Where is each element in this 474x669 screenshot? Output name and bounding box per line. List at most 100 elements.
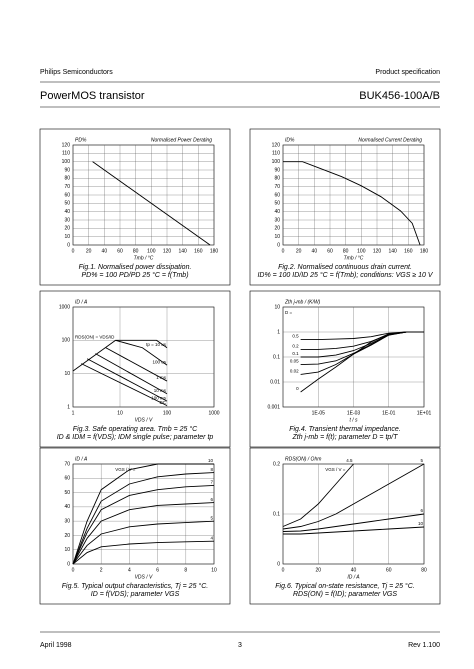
annotation: VGS / V = <box>325 467 346 472</box>
x-tick-label: 180 <box>210 248 219 254</box>
caption: ID% = 100 ID/ID 25 °C = f(Tmb); conditio… <box>257 271 433 279</box>
y-tick-label: 40 <box>64 209 70 215</box>
y-axis-label: RDS(ON) / Ohm <box>285 456 321 462</box>
series-label: 0.02 <box>290 369 299 374</box>
y-tick-label: 0.1 <box>273 354 280 360</box>
part-number: BUK456-100A/B <box>359 90 440 102</box>
y-tick-label: 0 <box>277 242 280 248</box>
series-line <box>115 339 168 349</box>
series-label: tp = 10 us <box>146 342 167 347</box>
x-tick-label: 1E-05 <box>312 410 326 416</box>
y-tick-label: 120 <box>62 142 71 148</box>
caption: ID = f(VDS); parameter VGS <box>91 591 180 598</box>
x-tick-label: 60 <box>386 567 392 573</box>
y-tick-label: 60 <box>64 476 70 482</box>
series-line <box>282 463 425 530</box>
annotation: VGS / V = <box>115 467 136 472</box>
y-tick-label: 10 <box>64 547 70 553</box>
series-line <box>92 161 211 246</box>
series-label: 0.05 <box>290 359 299 364</box>
chart-frame <box>39 447 231 605</box>
chart-frame <box>249 290 441 448</box>
x-tick-label: 0 <box>282 567 285 573</box>
y-tick-label: 0 <box>277 561 280 567</box>
series-label: 10 <box>418 521 424 526</box>
x-tick-label: 0 <box>72 567 75 573</box>
series-line <box>81 363 168 407</box>
x-tick-label: 1000 <box>208 410 219 416</box>
series-line <box>282 463 354 527</box>
y-tick-label: 110 <box>272 151 280 157</box>
chart-frame <box>249 128 441 286</box>
series-label: 6 <box>420 508 423 513</box>
y-tick-label: 110 <box>62 151 70 157</box>
x-tick-label: 20 <box>86 248 92 254</box>
y-tick-label: 90 <box>64 167 70 173</box>
y-tick-label: 0 <box>67 242 70 248</box>
series-label: RDS(ON) = VDS/ID <box>75 335 115 340</box>
x-axis-label: VDS / V <box>135 574 153 580</box>
series-label: 0.5 <box>292 334 299 339</box>
series-label: 10 ms <box>154 388 167 393</box>
x-tick-label: 1 <box>72 410 75 416</box>
x-tick-label: 160 <box>404 248 413 254</box>
y-tick-label: 30 <box>274 217 280 223</box>
y-tick-label: 80 <box>274 176 280 182</box>
y-tick-label: 40 <box>274 209 280 215</box>
series-label: 10 <box>208 458 214 463</box>
series-line <box>72 339 116 372</box>
x-tick-label: 6 <box>156 567 159 573</box>
y-tick-label: 80 <box>64 176 70 182</box>
y-tick-label: 0.2 <box>273 461 280 467</box>
y-axis-label: ID / A <box>75 299 88 305</box>
y-tick-label: 100 <box>272 159 281 165</box>
series-label: 4 <box>210 535 213 540</box>
x-tick-label: 140 <box>388 248 397 254</box>
series-line <box>300 331 424 375</box>
x-tick-label: 80 <box>133 248 139 254</box>
x-tick-label: 10 <box>211 567 217 573</box>
y-tick-label: 10 <box>64 234 70 240</box>
x-tick-label: 20 <box>296 248 302 254</box>
y-tick-label: 100 <box>62 159 71 165</box>
series-label: 1 ms <box>156 375 167 380</box>
x-axis-label: ID / A <box>347 574 360 580</box>
y-tick-label: 60 <box>64 192 70 198</box>
y-tick-label: 40 <box>64 504 70 510</box>
y-tick-label: 30 <box>64 217 70 223</box>
company: Philips Semiconductors <box>40 69 113 76</box>
series-line <box>300 331 424 393</box>
y-tick-label: 10 <box>274 304 280 310</box>
series-label: 100 us <box>152 359 166 364</box>
series-line <box>72 463 214 565</box>
series-line <box>72 540 215 565</box>
y-axis-label: PD% <box>75 137 87 143</box>
series-line <box>282 513 425 532</box>
chart-title: Normalised Power Derating <box>151 137 212 143</box>
y-axis-label: Zth j-mb / (K/W) <box>284 299 321 305</box>
revision: Rev 1.100 <box>408 642 440 649</box>
series-line <box>72 520 215 565</box>
y-tick-label: 70 <box>64 184 70 190</box>
series-line <box>72 502 215 565</box>
plot-area <box>72 306 215 408</box>
x-tick-label: 120 <box>373 248 382 254</box>
x-tick-label: 20 <box>315 567 321 573</box>
annotation: D = <box>285 310 293 315</box>
caption: Fig.6. Typical on-state resistance, Tj =… <box>275 582 414 590</box>
x-tick-label: 80 <box>421 567 427 573</box>
y-tick-label: 1000 <box>59 304 70 310</box>
y-tick-label: 100 <box>62 338 71 344</box>
series-line <box>105 347 168 382</box>
x-tick-label: 40 <box>351 567 357 573</box>
x-tick-label: 100 <box>147 248 156 254</box>
y-tick-label: 120 <box>272 142 281 148</box>
series-label: 0.2 <box>292 344 299 349</box>
series-line <box>283 526 425 535</box>
series-label: 100 ms <box>151 395 167 400</box>
y-tick-label: 60 <box>274 192 280 198</box>
x-tick-label: 8 <box>184 567 187 573</box>
y-tick-label: 70 <box>64 461 70 467</box>
y-tick-label: 1 <box>67 404 70 410</box>
series-label: 4.5 <box>346 458 353 463</box>
